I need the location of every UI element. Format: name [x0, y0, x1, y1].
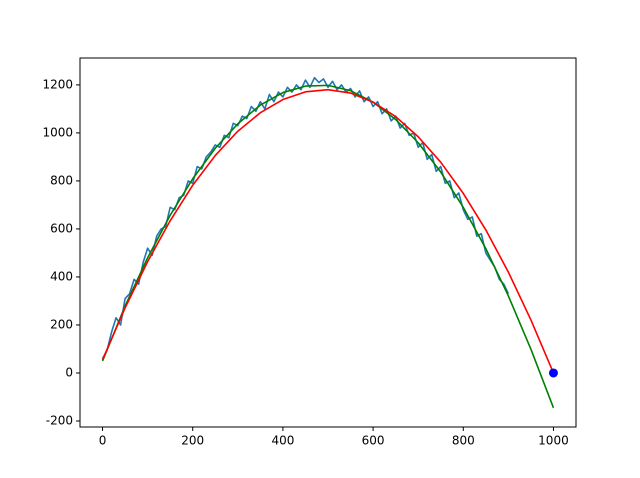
y-tick-label: 200 [50, 317, 73, 331]
x-tick-label: 400 [271, 434, 294, 448]
y-tick-label: 400 [50, 269, 73, 283]
axes-frame [79, 57, 577, 428]
x-tick-label: 600 [362, 434, 385, 448]
y-tick-label: 800 [50, 173, 73, 187]
y-tick-label: -200 [46, 413, 73, 427]
y-tick-label: 600 [50, 221, 73, 235]
series-line [101, 84, 555, 409]
x-tick-label: 0 [99, 434, 107, 448]
x-tick-label: 200 [181, 434, 204, 448]
y-tick-label: 1200 [42, 77, 73, 91]
x-tick-label: 800 [452, 434, 475, 448]
y-tick-label: 0 [65, 365, 73, 379]
series-line [101, 76, 510, 359]
x-tick-label: 1000 [538, 434, 569, 448]
series-line [101, 88, 555, 374]
y-tick-label: 1000 [42, 125, 73, 139]
data-point [548, 368, 558, 378]
